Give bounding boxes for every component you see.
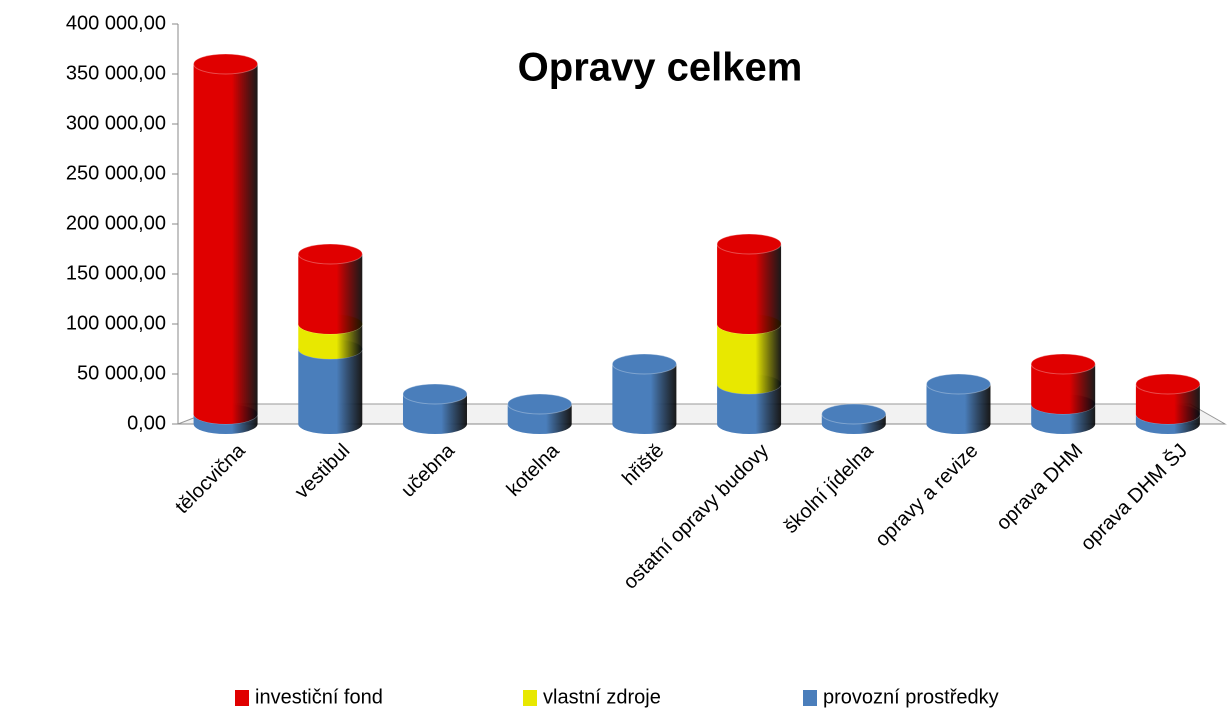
cylinder-top — [193, 53, 259, 75]
chart-title: Opravy celkem — [518, 46, 803, 90]
bar-segment — [507, 393, 573, 434]
bar-segment — [1030, 353, 1096, 414]
legend-label: investiční fond — [255, 686, 383, 708]
cylinder-body — [717, 324, 782, 394]
cylinder-top — [297, 243, 363, 265]
x-tick-label: školní jídelna — [780, 439, 879, 538]
x-tick-label: učebna — [397, 439, 460, 502]
cylinder-body — [1031, 364, 1096, 414]
legend-label: provozní prostředky — [823, 686, 999, 708]
cylinder-top — [925, 373, 991, 395]
x-tick-label: opravy a revize — [871, 440, 982, 551]
bar-segment — [925, 373, 991, 434]
cylinder-top — [507, 393, 573, 415]
x-tick-label: kotelna — [503, 439, 565, 501]
cylinder-body — [612, 364, 677, 434]
cylinder-body — [298, 254, 363, 334]
x-tick-label: hřiště — [618, 440, 668, 490]
cylinder-body — [193, 64, 258, 424]
bar-segment — [821, 403, 887, 434]
bar-segment — [611, 353, 677, 434]
cylinder-body — [298, 349, 363, 434]
y-tick-label: 250 000,00 — [66, 162, 166, 184]
legend-swatch — [235, 690, 249, 706]
cylinder-top — [821, 403, 887, 425]
cylinder-body — [402, 394, 467, 434]
bar-segment — [193, 53, 259, 424]
y-tick-label: 300 000,00 — [66, 112, 166, 134]
cylinder-top — [611, 353, 677, 375]
bar-segment — [402, 383, 468, 434]
cylinder-top — [716, 233, 782, 255]
x-tick-label: oprava DHM ŠJ — [1076, 439, 1192, 555]
cylinder-body — [926, 384, 991, 434]
y-tick-label: 50 000,00 — [77, 362, 166, 384]
bar-segment — [716, 233, 782, 334]
y-tick-label: 200 000,00 — [66, 212, 166, 234]
legend-swatch — [523, 690, 537, 706]
y-tick-label: 100 000,00 — [66, 312, 166, 334]
cylinder-body — [1135, 384, 1200, 424]
cylinder-body — [717, 244, 782, 334]
y-tick-label: 150 000,00 — [66, 262, 166, 284]
legend-swatch — [803, 690, 817, 706]
cylinder-top — [402, 383, 468, 405]
y-tick-label: 400 000,00 — [66, 12, 166, 34]
cylinder-body — [298, 324, 363, 359]
y-tick-label: 0,00 — [127, 412, 166, 434]
bar-segment — [1135, 373, 1201, 424]
x-tick-label: oprava DHM — [992, 440, 1087, 535]
y-tick-label: 350 000,00 — [66, 62, 166, 84]
x-tick-label: vestibul — [291, 440, 355, 504]
legend-label: vlastní zdroje — [543, 686, 661, 708]
bar-segment — [297, 243, 363, 334]
cylinder-top — [1135, 373, 1201, 395]
cylinder-body — [717, 384, 782, 434]
cylinder-top — [1030, 353, 1096, 375]
x-tick-label: tělocvična — [171, 439, 250, 518]
